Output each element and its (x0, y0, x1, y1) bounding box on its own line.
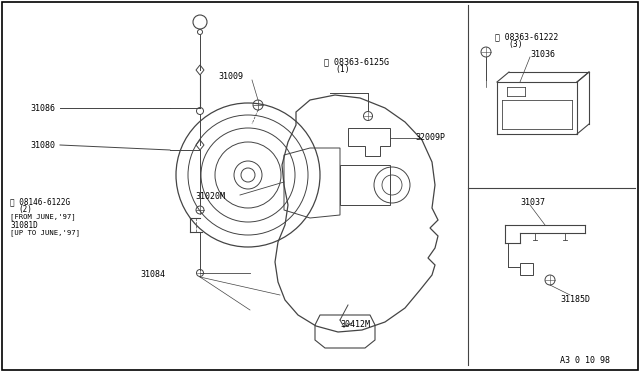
Text: Ⓢ 08363-6125G: Ⓢ 08363-6125G (324, 57, 389, 66)
Text: (2): (2) (18, 205, 32, 214)
Text: 31037: 31037 (520, 198, 545, 207)
Text: 32009P: 32009P (415, 133, 445, 142)
Text: [UP TO JUNE,'97]: [UP TO JUNE,'97] (10, 229, 80, 236)
Text: 31081D: 31081D (10, 221, 38, 230)
Text: [FROM JUNE,'97]: [FROM JUNE,'97] (10, 213, 76, 220)
Text: A3 0 10 98: A3 0 10 98 (560, 356, 610, 365)
Text: 31009: 31009 (218, 72, 243, 81)
Bar (340, 165, 390, 205)
Text: 30412M: 30412M (340, 320, 370, 329)
Text: (1): (1) (335, 65, 349, 74)
Text: Ⓑ 08146-6122G: Ⓑ 08146-6122G (10, 197, 70, 206)
Text: 31084: 31084 (140, 270, 165, 279)
Text: Ⓢ 08363-61222: Ⓢ 08363-61222 (495, 32, 558, 41)
Text: 31185D: 31185D (560, 295, 590, 304)
Text: 31036: 31036 (530, 50, 555, 59)
Text: 31080: 31080 (30, 141, 55, 150)
Text: 31020M: 31020M (195, 192, 225, 201)
Text: 31086: 31086 (30, 104, 55, 113)
Text: (3): (3) (508, 40, 523, 49)
